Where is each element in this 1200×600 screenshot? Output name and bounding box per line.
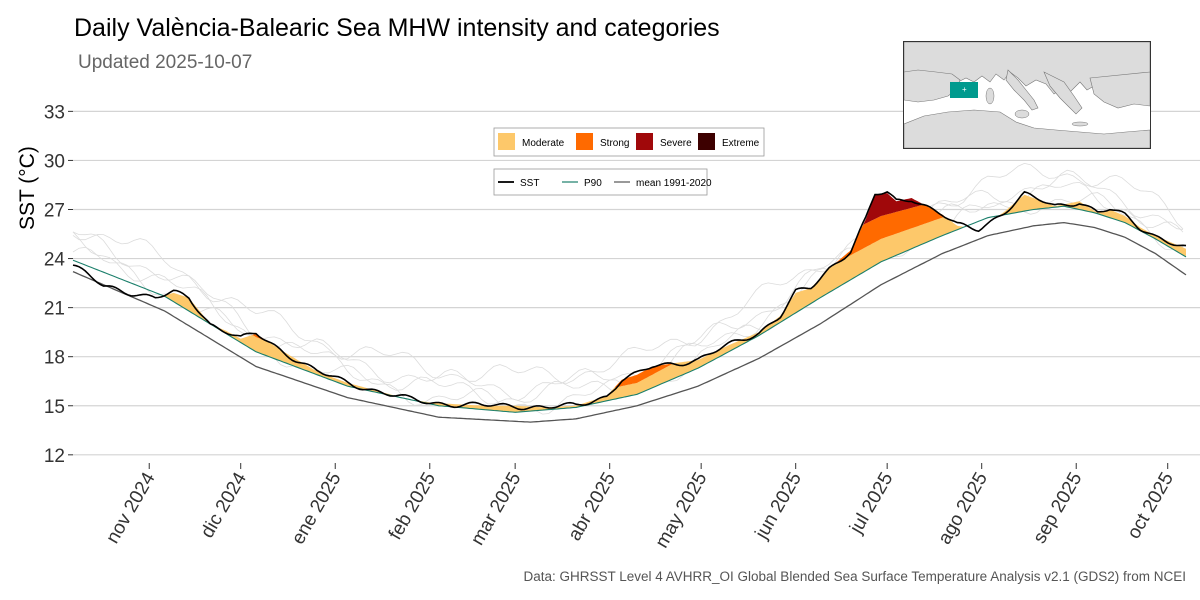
legend-line-label-0: SST	[520, 178, 539, 189]
land-sicily	[1014, 109, 1030, 119]
series-lines	[72, 190, 1187, 423]
x-tick-label: may 2025	[652, 469, 712, 552]
x-tick-label: oct 2025	[1123, 469, 1178, 543]
land-sardinia	[985, 87, 995, 105]
historical-year-line	[72, 162, 1184, 384]
legend-line-label-1: P90	[584, 178, 602, 189]
x-tick-label: abr 2025	[564, 469, 620, 544]
legend-swatch-extreme	[698, 133, 715, 150]
x-tick-label: jul 2025	[846, 469, 898, 538]
legend-swatch-severe	[636, 133, 653, 150]
historical-year-line	[72, 181, 1184, 405]
study-region	[950, 82, 978, 98]
chart-title: Daily València-Balearic Sea MHW intensit…	[74, 14, 720, 42]
legend-label-moderate: Moderate	[522, 138, 565, 149]
land-balkans-greece	[1043, 71, 1083, 115]
category-areas	[72, 162, 1186, 415]
gridlines	[73, 110, 1200, 456]
x-tick-label: mar 2025	[467, 469, 525, 549]
x-tick-label: feb 2025	[385, 469, 440, 544]
chart-subtitle: Updated 2025-10-07	[78, 52, 253, 73]
land-italy	[1005, 69, 1039, 111]
x-tick-label: sep 2025	[1029, 469, 1086, 547]
x-tick-label: ene 2025	[288, 469, 346, 548]
y-tick-label: 27	[44, 200, 65, 221]
moderate-area	[73, 194, 1186, 413]
data-source-caption: Data: GHRSST Level 4 AVHRR_OI Global Ble…	[523, 569, 1186, 584]
legend-label-strong: Strong	[600, 138, 629, 149]
mean-1991-2020-line	[72, 221, 1187, 423]
y-tick-label: 21	[44, 299, 65, 320]
x-tick-label: dic 2024	[197, 469, 251, 542]
x-tick-label: nov 2024	[102, 469, 159, 548]
y-tick-label: 30	[44, 151, 65, 172]
y-tick-label: 15	[44, 397, 65, 418]
mediterranean-map: +	[904, 42, 1150, 148]
land-turkey	[1089, 71, 1150, 109]
land-africa	[904, 109, 1150, 148]
legend-swatch-strong	[576, 133, 593, 150]
y-tick-label: 24	[44, 250, 66, 271]
legend-label-severe: Severe	[660, 138, 692, 149]
sst-line	[72, 190, 1187, 411]
line-legend-box	[493, 168, 708, 196]
category-legend-box	[493, 127, 765, 157]
y-tick-label: 12	[44, 446, 65, 467]
inset-map: +	[903, 41, 1151, 149]
category-legend: Moderate Strong Severe Extreme	[493, 127, 765, 157]
study-region-marker: +	[962, 85, 967, 94]
y-tick-label: 18	[44, 348, 65, 369]
legend-swatch-moderate	[498, 133, 515, 150]
x-tick-label: ago 2025	[934, 469, 992, 548]
land-crete	[1071, 121, 1089, 127]
legend-label-extreme: Extreme	[722, 138, 760, 149]
legend-line-label-2: mean 1991-2020	[636, 178, 712, 189]
x-tick-label: jun 2025	[751, 469, 806, 544]
line-legend: SST P90 mean 1991-2020	[493, 168, 712, 196]
y-tick-label: 33	[44, 102, 65, 123]
